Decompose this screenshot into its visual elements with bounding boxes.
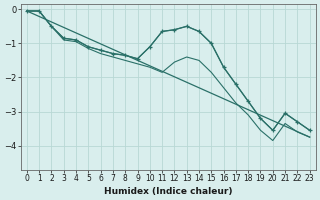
X-axis label: Humidex (Indice chaleur): Humidex (Indice chaleur) [104, 187, 233, 196]
